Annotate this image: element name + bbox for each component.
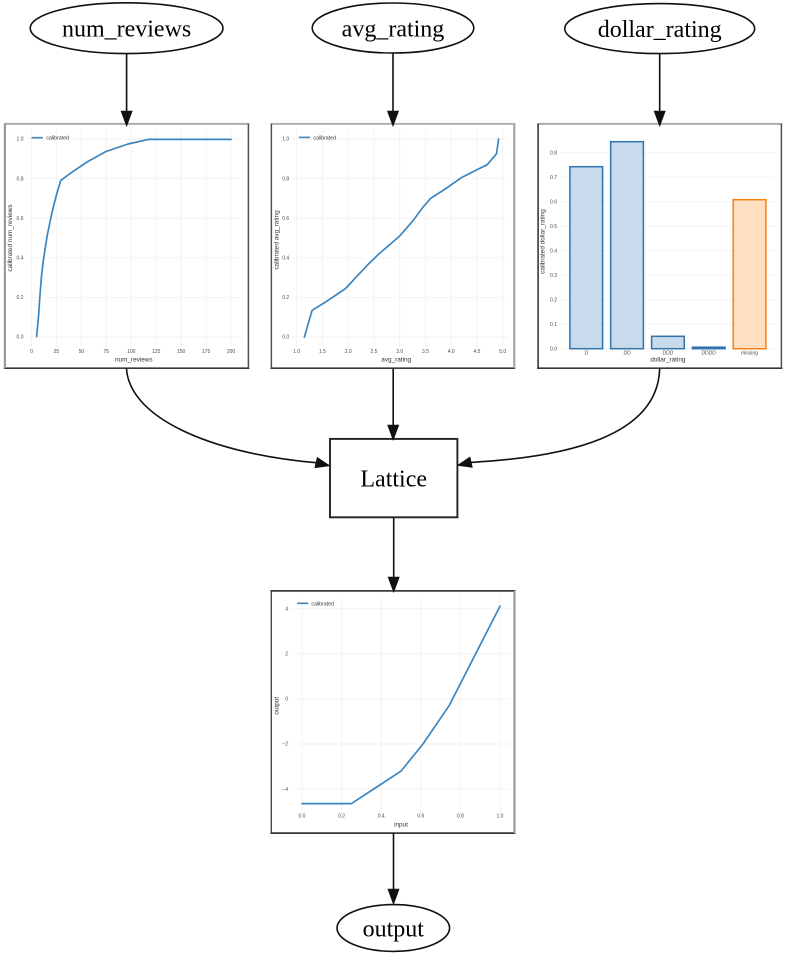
svg-text:DDDD: DDDD xyxy=(701,350,716,356)
svg-text:dollar_rating: dollar_rating xyxy=(598,17,722,43)
svg-text:0.0: 0.0 xyxy=(299,813,306,819)
svg-text:calibrated num_reviews: calibrated num_reviews xyxy=(7,204,14,271)
svg-text:1.5: 1.5 xyxy=(319,349,326,355)
svg-text:0.4: 0.4 xyxy=(282,256,289,262)
svg-text:avg_rating: avg_rating xyxy=(381,356,411,363)
svg-text:2.5: 2.5 xyxy=(370,349,377,355)
svg-text:175: 175 xyxy=(202,349,211,355)
svg-text:0.2: 0.2 xyxy=(17,295,24,301)
svg-text:1.0: 1.0 xyxy=(497,813,504,819)
svg-text:3.5: 3.5 xyxy=(422,349,429,355)
svg-text:50: 50 xyxy=(79,349,85,355)
svg-text:−4: −4 xyxy=(282,787,288,793)
svg-text:4.5: 4.5 xyxy=(473,349,480,355)
svg-text:0.4: 0.4 xyxy=(378,813,385,819)
svg-text:25: 25 xyxy=(54,349,60,355)
svg-text:input: input xyxy=(394,821,408,828)
svg-text:0.6: 0.6 xyxy=(17,216,24,222)
svg-text:0.8: 0.8 xyxy=(457,813,464,819)
svg-text:D: D xyxy=(584,350,588,356)
svg-text:0.2: 0.2 xyxy=(550,297,557,303)
svg-text:dollar_rating: dollar_rating xyxy=(650,356,686,363)
svg-text:missing: missing xyxy=(741,350,758,356)
svg-text:num_reviews: num_reviews xyxy=(115,356,153,363)
svg-text:1.0: 1.0 xyxy=(17,137,24,143)
svg-text:0.3: 0.3 xyxy=(550,273,557,279)
svg-text:0: 0 xyxy=(30,349,33,355)
svg-text:75: 75 xyxy=(104,349,110,355)
svg-text:4: 4 xyxy=(285,606,288,612)
svg-text:num_reviews: num_reviews xyxy=(62,17,191,43)
svg-text:DDD: DDD xyxy=(662,350,673,356)
svg-text:0.2: 0.2 xyxy=(282,295,289,301)
svg-text:125: 125 xyxy=(152,349,161,355)
svg-text:1.0: 1.0 xyxy=(293,349,300,355)
svg-text:0.6: 0.6 xyxy=(417,813,424,819)
svg-text:0.1: 0.1 xyxy=(550,322,557,328)
svg-text:−2: −2 xyxy=(282,742,288,748)
svg-text:0.5: 0.5 xyxy=(550,224,557,230)
svg-text:DD: DD xyxy=(623,350,631,356)
svg-text:calibrated: calibrated xyxy=(46,136,69,142)
svg-text:4.0: 4.0 xyxy=(448,349,455,355)
svg-text:0.0: 0.0 xyxy=(17,335,24,341)
svg-text:0.7: 0.7 xyxy=(550,175,557,181)
svg-text:calibrated: calibrated xyxy=(313,135,336,141)
svg-text:calibrated avg_rating: calibrated avg_rating xyxy=(274,210,281,270)
svg-text:0.2: 0.2 xyxy=(338,813,345,819)
svg-text:0.8: 0.8 xyxy=(17,176,24,182)
svg-text:0.4: 0.4 xyxy=(550,248,557,254)
svg-text:0.6: 0.6 xyxy=(282,216,289,222)
svg-text:5.0: 5.0 xyxy=(499,349,506,355)
svg-text:150: 150 xyxy=(177,349,186,355)
svg-text:3.0: 3.0 xyxy=(396,349,403,355)
svg-text:2.0: 2.0 xyxy=(345,349,352,355)
svg-text:0.0: 0.0 xyxy=(550,346,557,352)
svg-text:calibrated dollar_rating: calibrated dollar_rating xyxy=(540,209,547,274)
svg-text:0.0: 0.0 xyxy=(282,335,289,341)
svg-text:100: 100 xyxy=(127,349,136,355)
svg-text:200: 200 xyxy=(227,349,236,355)
svg-text:avg_rating: avg_rating xyxy=(342,16,445,42)
svg-text:output: output xyxy=(274,697,281,715)
svg-text:0.8: 0.8 xyxy=(282,176,289,182)
svg-text:output: output xyxy=(363,916,425,942)
svg-text:2: 2 xyxy=(285,652,288,658)
svg-text:0.4: 0.4 xyxy=(17,256,24,262)
svg-text:1.0: 1.0 xyxy=(282,137,289,143)
svg-text:0.6: 0.6 xyxy=(550,199,557,205)
svg-text:Lattice: Lattice xyxy=(360,467,427,493)
svg-text:0.8: 0.8 xyxy=(550,150,557,156)
svg-text:calibrated: calibrated xyxy=(311,601,334,607)
svg-text:0: 0 xyxy=(285,697,288,703)
